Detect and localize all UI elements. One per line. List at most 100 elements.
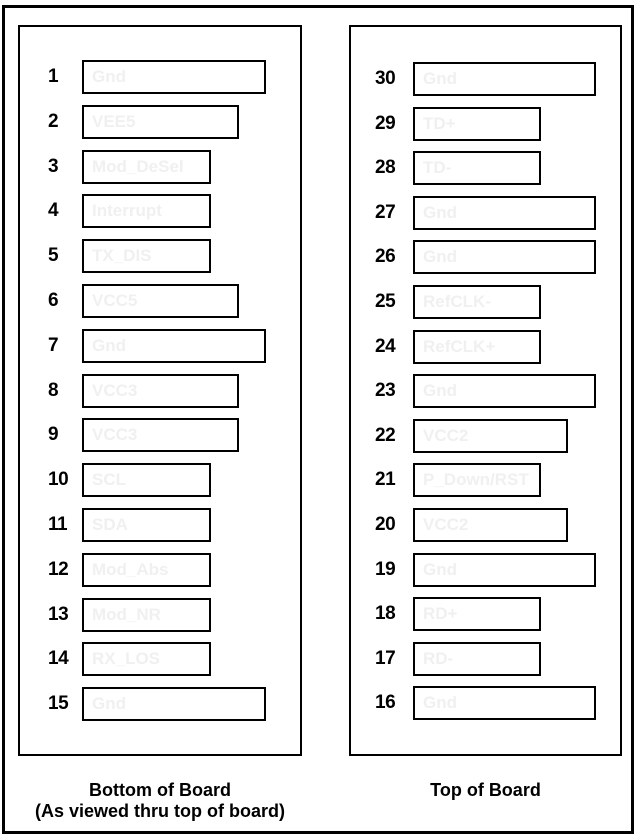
pin-box: Gnd — [413, 62, 596, 96]
pin-row: 10 SCL — [20, 463, 300, 498]
pin-number: 6 — [48, 289, 59, 311]
pin-row: 28 TD- — [351, 151, 620, 186]
pin-row: 8 VCC3 — [20, 373, 300, 408]
pin-box: VCC3 — [82, 373, 239, 408]
pin-box: P_Down/RST — [413, 463, 541, 498]
pin-label: RefCLK- — [423, 291, 491, 311]
pin-label: Gnd — [92, 67, 126, 86]
pin-number: 10 — [48, 469, 69, 491]
pin-box: Interrupt — [82, 194, 211, 229]
pin-label: Gnd — [423, 381, 457, 401]
pin-row: 7 Gnd — [20, 328, 300, 363]
pin-label: TD+ — [423, 113, 456, 133]
pin-number: 17 — [375, 647, 396, 669]
pin-box: Gnd — [413, 195, 596, 230]
pin-row: 29 TD+ — [351, 106, 620, 141]
pin-row: 17 RD- — [351, 641, 620, 676]
pin-box: SCL — [82, 463, 211, 498]
pin-label: VCC2 — [423, 514, 469, 534]
pin-number: 9 — [48, 424, 59, 446]
pin-number: 22 — [375, 424, 396, 446]
pin-box: TX_DIS — [82, 239, 211, 274]
pin-label: RD- — [423, 648, 454, 668]
pin-box: Gnd — [82, 687, 266, 722]
pin-box: Mod_Abs — [82, 552, 211, 587]
pin-label: Gnd — [92, 335, 126, 355]
pin-row: 27 Gnd — [351, 195, 620, 230]
pin-row: 4 Interrupt — [20, 194, 300, 229]
pin-box: VCC2 — [413, 507, 568, 542]
pin-row: 21 P_Down/RST — [351, 463, 620, 498]
pin-row: 13 Mod_NR — [20, 597, 300, 632]
pin-box: RD+ — [413, 597, 541, 632]
pin-number: 7 — [48, 334, 59, 356]
top-of-board-panel: 30 Gnd 29 TD+ 28 TD- 27 Gnd 26 Gnd 25 RefCLK- … — [349, 25, 622, 756]
pin-row: 12 Mod_Abs — [20, 552, 300, 587]
top-of-board-caption: Top of Board — [430, 780, 541, 800]
pin-box: RD- — [413, 641, 541, 676]
pin-row: 22 VCC2 — [351, 418, 620, 453]
pin-label: VCC2 — [423, 425, 469, 445]
pin-number: 14 — [48, 648, 69, 670]
pin-label: Mod_DeSel — [92, 156, 184, 176]
pin-label: Gnd — [423, 202, 457, 222]
pin-number: 19 — [375, 558, 396, 580]
pin-label: Gnd — [92, 694, 126, 714]
pin-label: RX_LOS — [92, 649, 161, 669]
pin-row: 16 Gnd — [351, 686, 620, 721]
pin-row: 23 Gnd — [351, 374, 620, 409]
pin-label: VEE5 — [92, 111, 136, 131]
pin-box: Gnd — [413, 686, 596, 721]
pin-box: Gnd — [413, 374, 596, 409]
pin-row: 30 Gnd — [351, 62, 620, 96]
pin-box: TD- — [413, 151, 541, 186]
pin-row: 24 RefCLK+ — [351, 329, 620, 364]
outer-border — [2, 5, 634, 834]
pin-box: VCC3 — [82, 418, 239, 453]
pin-box: SDA — [82, 507, 211, 542]
pin-row: 14 RX_LOS — [20, 642, 300, 677]
pin-box: RefCLK+ — [413, 329, 541, 364]
pin-number: 2 — [48, 110, 59, 132]
pin-number: 12 — [48, 558, 69, 580]
caption-line-2: (As viewed thru top of board) — [35, 801, 285, 821]
pin-box: VCC2 — [413, 418, 568, 453]
pin-row: 1 Gnd — [20, 60, 300, 94]
pin-box: VEE5 — [82, 104, 239, 139]
pin-label: SDA — [92, 514, 128, 534]
pin-number: 16 — [375, 692, 396, 714]
caption-line-1: Bottom of Board — [89, 780, 231, 800]
pin-box: RefCLK- — [413, 284, 541, 319]
pin-box: Gnd — [82, 328, 266, 363]
pin-number: 15 — [48, 693, 69, 715]
pin-box: Mod_DeSel — [82, 149, 211, 184]
pin-number: 28 — [375, 157, 396, 179]
pin-row: 3 Mod_DeSel — [20, 149, 300, 184]
pin-number: 20 — [375, 513, 396, 535]
pin-label: VCC3 — [92, 380, 138, 400]
pin-box: TD+ — [413, 106, 541, 141]
pin-label: SCL — [92, 470, 126, 490]
pin-row: 6 VCC5 — [20, 283, 300, 318]
pin-box: Gnd — [413, 552, 596, 587]
pin-number: 8 — [48, 379, 59, 401]
pin-label: Mod_NR — [92, 604, 161, 624]
pin-number: 18 — [375, 603, 396, 625]
pin-number: 11 — [48, 513, 68, 535]
pin-label: VCC5 — [92, 290, 138, 310]
pin-row: 25 RefCLK- — [351, 284, 620, 319]
pin-row: 20 VCC2 — [351, 507, 620, 542]
pin-row: 11 SDA — [20, 507, 300, 542]
pin-number: 30 — [375, 68, 396, 89]
pin-row: 19 Gnd — [351, 552, 620, 587]
pin-number: 29 — [375, 112, 396, 134]
pin-label: Gnd — [423, 247, 457, 267]
pin-number: 27 — [375, 201, 396, 223]
pin-number: 25 — [375, 290, 396, 312]
pin-number: 24 — [375, 335, 396, 357]
pin-label: Interrupt — [92, 201, 162, 221]
pin-box: VCC5 — [82, 283, 239, 318]
pin-number: 4 — [48, 200, 59, 222]
bottom-of-board-caption: Bottom of Board (As viewed thru top of b… — [18, 780, 302, 822]
pin-label: Gnd — [423, 693, 457, 713]
